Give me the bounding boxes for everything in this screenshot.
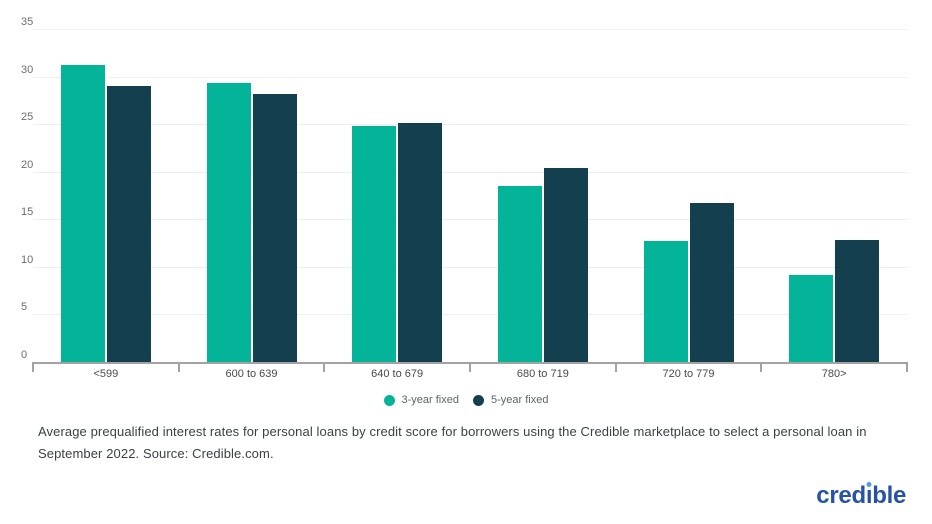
bar-3-year-fixed xyxy=(60,65,105,362)
bar-5-year-fixed xyxy=(398,123,443,362)
x-axis-label: 780> xyxy=(821,368,847,380)
x-axis-label: <599 xyxy=(93,368,119,380)
bar-5-year-fixed xyxy=(252,93,297,362)
x-axis-tick xyxy=(614,362,617,372)
logo-letter-i: ı xyxy=(865,482,873,509)
bar-5-year-fixed xyxy=(543,167,588,362)
gridline xyxy=(33,266,907,268)
legend-item: 5-year fixed xyxy=(473,394,548,406)
y-axis-label: 20 xyxy=(21,158,34,171)
y-axis-label: 5 xyxy=(21,301,28,314)
logo-i-dot-icon xyxy=(866,482,872,487)
credible-logo: credı ble xyxy=(816,480,906,512)
legend-dot-icon xyxy=(473,394,484,406)
bar-3-year-fixed xyxy=(789,275,834,362)
y-axis-label: 15 xyxy=(21,206,34,219)
y-axis-label: 10 xyxy=(21,253,34,266)
x-axis-tick xyxy=(760,362,763,372)
gridline xyxy=(33,171,907,173)
y-axis-label: 35 xyxy=(21,16,34,28)
bar-5-year-fixed xyxy=(106,86,151,362)
gridline xyxy=(33,29,907,30)
x-axis-label: 640 to 679 xyxy=(371,368,424,380)
caption-line: September 2022. Source: Credible.com. xyxy=(38,446,274,461)
y-axis-label: 0 xyxy=(21,349,28,361)
x-axis-label: 720 to 779 xyxy=(662,368,715,380)
x-axis-tick xyxy=(906,362,908,372)
bar-3-year-fixed xyxy=(352,126,397,362)
x-axis-label: 680 to 719 xyxy=(516,368,569,380)
y-axis-label: 30 xyxy=(21,63,34,76)
x-axis-tick xyxy=(177,362,180,372)
bar-5-year-fixed xyxy=(689,203,734,362)
bar-3-year-fixed xyxy=(643,241,688,362)
bar-5-year-fixed xyxy=(835,240,880,362)
caption-line: Average prequalified interest rates for … xyxy=(38,424,867,439)
gridline xyxy=(33,314,907,316)
x-axis-label: 600 to 639 xyxy=(225,368,278,380)
x-axis-tick xyxy=(469,362,471,372)
y-axis-label: 25 xyxy=(21,111,34,124)
legend-item: 3-year fixed xyxy=(383,394,459,406)
interest-rates-bar-chart: 0 5 10 15 20 25 30 35 <599 600 to 639 640 to 679 68… xyxy=(21,16,908,380)
gridline xyxy=(33,219,907,221)
legend-dot-icon xyxy=(383,394,395,406)
gridline xyxy=(33,76,907,78)
chart-legend: 3-year fixed 5-year fixed xyxy=(0,392,932,408)
x-axis-tick xyxy=(32,362,34,372)
gridline xyxy=(33,124,907,126)
chart-caption: Average prequalified interest rates for … xyxy=(38,421,928,465)
bar-3-year-fixed xyxy=(497,186,542,362)
bar-3-year-fixed xyxy=(206,83,251,362)
legend-label: 5-year fixed xyxy=(491,394,549,406)
legend-label: 3-year fixed xyxy=(401,394,459,406)
x-axis-tick xyxy=(323,362,326,372)
